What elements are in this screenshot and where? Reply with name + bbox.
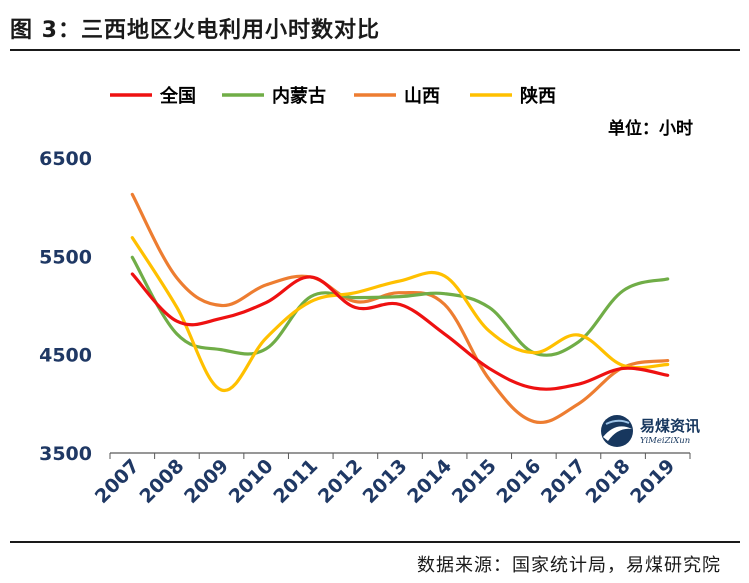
x-tick-label: 2007 bbox=[91, 455, 144, 508]
legend-label: 陕西 bbox=[520, 85, 556, 107]
legend-label: 全国 bbox=[159, 85, 196, 107]
x-tick-label: 2010 bbox=[225, 455, 278, 508]
x-tick-label: 2013 bbox=[359, 455, 412, 508]
chart-legend: 全国 内蒙古 山西 陕西 bbox=[110, 85, 556, 107]
series-lines bbox=[130, 192, 670, 425]
unit-label: 单位：小时 bbox=[608, 118, 693, 139]
logo-name: 易煤资讯 bbox=[640, 417, 700, 435]
footer-rule bbox=[10, 541, 740, 543]
x-tick-label: 2011 bbox=[269, 455, 322, 508]
logo-subtitle: YiMeiZiXun bbox=[640, 436, 690, 446]
x-tick-label: 2019 bbox=[626, 455, 679, 508]
series-line-陕西 bbox=[130, 236, 670, 392]
series-line-山西 bbox=[130, 192, 670, 425]
x-axis: 2007200820092010201120122013201420152016… bbox=[91, 452, 691, 508]
x-tick-label: 2018 bbox=[582, 455, 635, 508]
logo: 易煤资讯 YiMeiZiXun bbox=[601, 415, 700, 447]
series-line-内蒙古 bbox=[130, 255, 670, 357]
y-axis: 3500 4500 5500 6500 bbox=[39, 148, 92, 465]
x-tick-label: 2012 bbox=[314, 455, 367, 508]
y-tick-label: 3500 bbox=[39, 443, 92, 465]
y-tick-label: 6500 bbox=[39, 148, 92, 170]
x-tick-label: 2014 bbox=[403, 455, 456, 508]
title-rule bbox=[10, 49, 740, 51]
x-tick-label: 2016 bbox=[492, 455, 545, 508]
globe-swirl-logo-accent bbox=[603, 426, 632, 441]
x-tick-label: 2015 bbox=[448, 455, 501, 508]
x-tick-label: 2009 bbox=[180, 455, 233, 508]
series-line-全国 bbox=[130, 272, 670, 391]
legend-label: 山西 bbox=[404, 86, 440, 107]
source-note: 数据来源：国家统计局，易煤研究院 bbox=[417, 555, 721, 576]
globe-swirl-logo-accent2 bbox=[605, 419, 630, 425]
x-tick-label: 2008 bbox=[136, 455, 189, 508]
y-tick-label: 4500 bbox=[39, 345, 92, 367]
x-tick-label: 2017 bbox=[537, 455, 590, 508]
y-tick-label: 5500 bbox=[39, 246, 92, 268]
legend-label: 内蒙古 bbox=[272, 85, 326, 107]
page-title: 图 3：三西地区火电利用小时数对比 bbox=[10, 18, 380, 43]
